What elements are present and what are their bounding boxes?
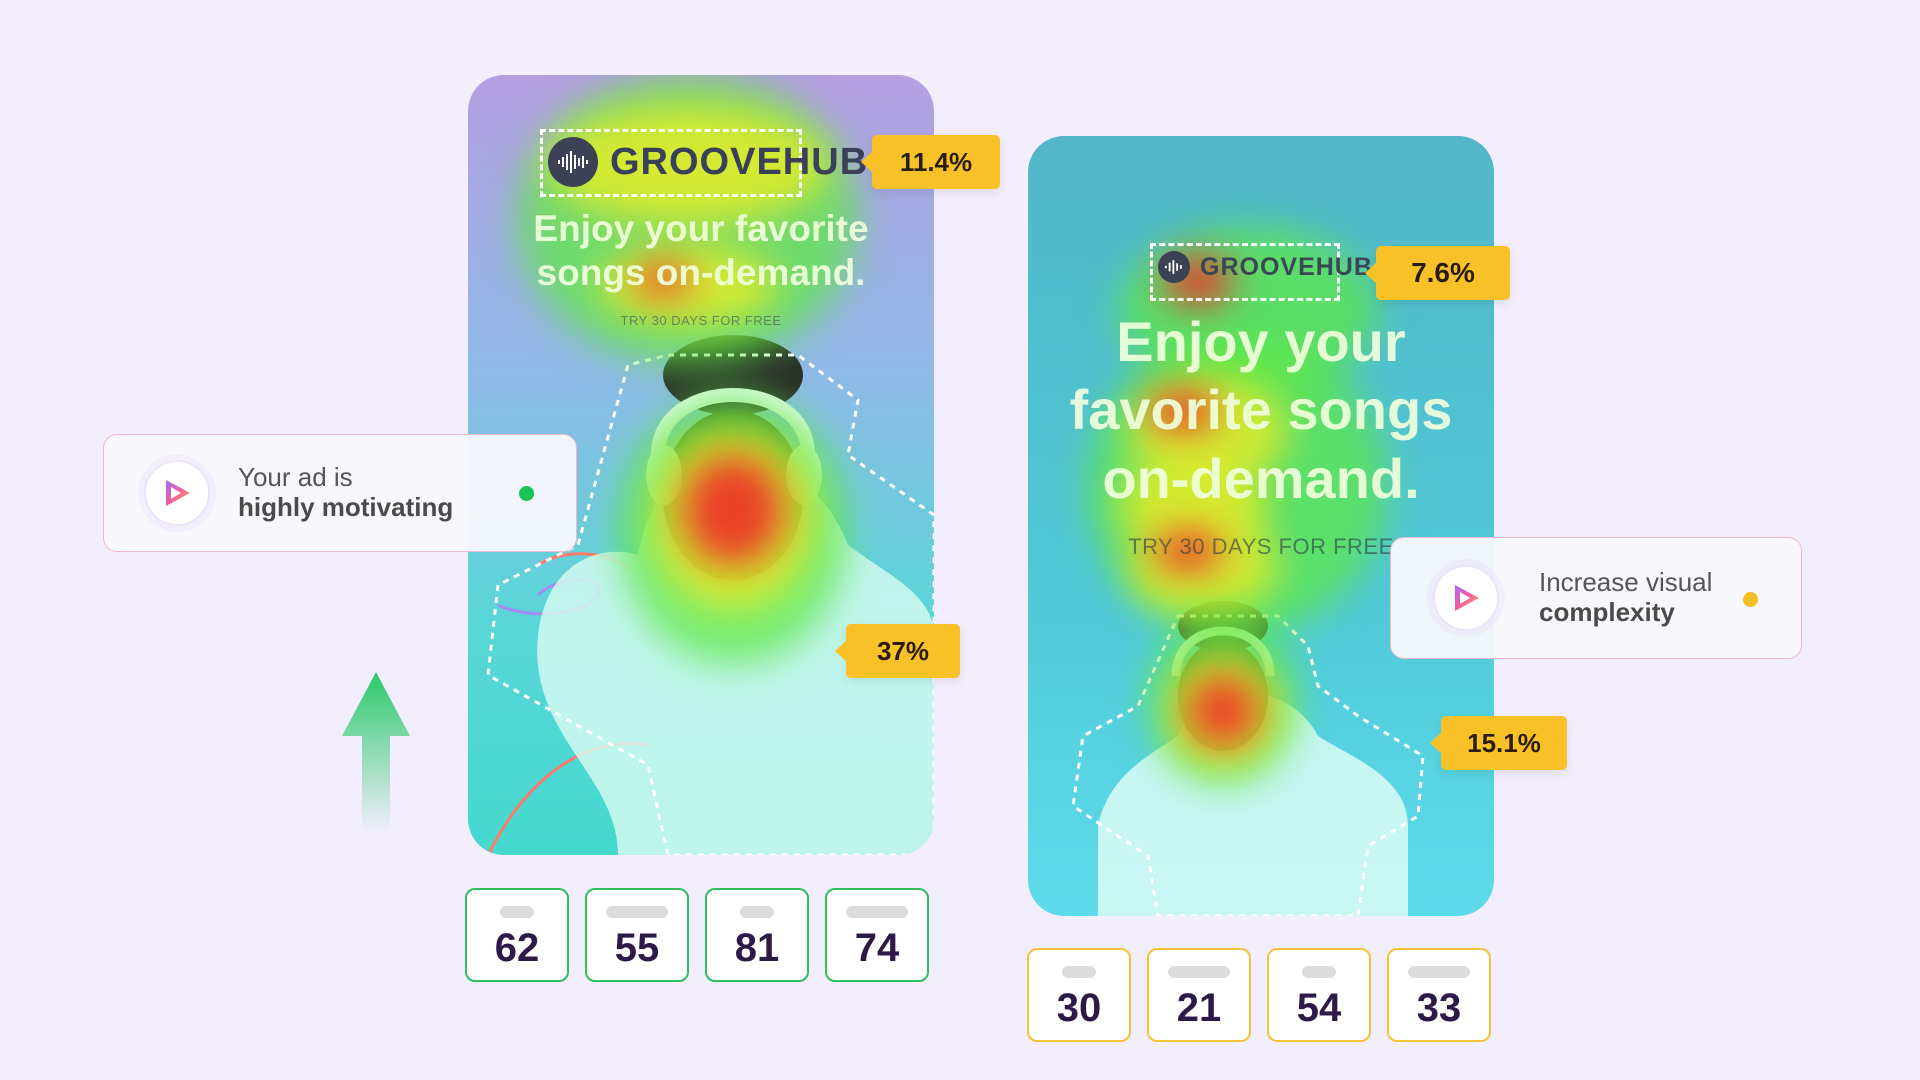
insight-verdict: highly motivating <box>238 492 454 522</box>
cta-text: TRY 30 DAYS FOR FREE <box>620 313 782 328</box>
insight-title: Increase visual <box>1539 567 1713 598</box>
headline-line-1: Enjoy your <box>1116 310 1406 373</box>
score-card: 62 <box>465 888 569 982</box>
headline: Enjoy your favorite songs on-demand. <box>1028 308 1494 513</box>
brand-name: GROOVEHUB <box>1200 252 1373 281</box>
insight-card-motivating[interactable]: Your ad is highly motivating <box>103 434 577 552</box>
score-value: 30 <box>1056 986 1102 1030</box>
score-value: 81 <box>734 926 780 970</box>
status-dot-positive <box>519 486 534 501</box>
score-card: 21 <box>1147 948 1251 1042</box>
score-value: 54 <box>1296 986 1342 1030</box>
brand-logo: GROOVEHUB <box>1158 251 1373 283</box>
headline-line-2: songs on-demand. <box>536 251 866 293</box>
soundwave-icon <box>548 137 598 187</box>
status-dot-warning <box>1743 592 1758 607</box>
logo-highlight-box <box>1150 243 1340 301</box>
insight-verdict: complexity <box>1539 597 1675 627</box>
play-logo-icon <box>1433 565 1499 631</box>
ad-preview-a: GROOVEHUB Enjoy your favorite songs on-d… <box>468 75 934 855</box>
insight-title: Your ad is <box>238 462 353 493</box>
score-card: 55 <box>585 888 689 982</box>
score-card: 33 <box>1387 948 1491 1042</box>
score-value: 62 <box>494 926 540 970</box>
cta-text: TRY 30 DAYS FOR FREE <box>1128 534 1394 559</box>
score-value: 33 <box>1416 986 1462 1030</box>
subject-attention-tag: 37% <box>846 624 960 678</box>
insight-card-complexity[interactable]: Increase visual complexity <box>1390 537 1802 659</box>
subject-outline <box>486 353 934 855</box>
logo-highlight-box <box>540 129 802 197</box>
headline-line-1: Enjoy your favorite <box>533 208 869 249</box>
brand-name: GROOVEHUB <box>610 140 869 183</box>
score-card: 30 <box>1027 948 1131 1042</box>
headline-line-3: on-demand. <box>1102 446 1420 510</box>
soundwave-icon <box>1158 251 1190 283</box>
score-card: 81 <box>705 888 809 982</box>
score-card: 54 <box>1267 948 1371 1042</box>
brand-logo: GROOVEHUB <box>548 137 868 187</box>
up-arrow-icon <box>342 672 410 832</box>
subject-outline <box>1071 614 1425 916</box>
headline: Enjoy your favorite songs on-demand. <box>468 207 934 294</box>
play-logo-icon <box>144 460 210 526</box>
score-value: 55 <box>614 926 660 970</box>
subject-attention-tag: 15.1% <box>1441 716 1567 770</box>
score-value: 21 <box>1176 986 1222 1030</box>
score-value: 74 <box>854 926 900 970</box>
score-card: 74 <box>825 888 929 982</box>
logo-attention-tag: 7.6% <box>1376 246 1510 300</box>
logo-attention-tag: 11.4% <box>872 135 1000 189</box>
headline-line-2: favorite songs <box>1069 378 1453 442</box>
